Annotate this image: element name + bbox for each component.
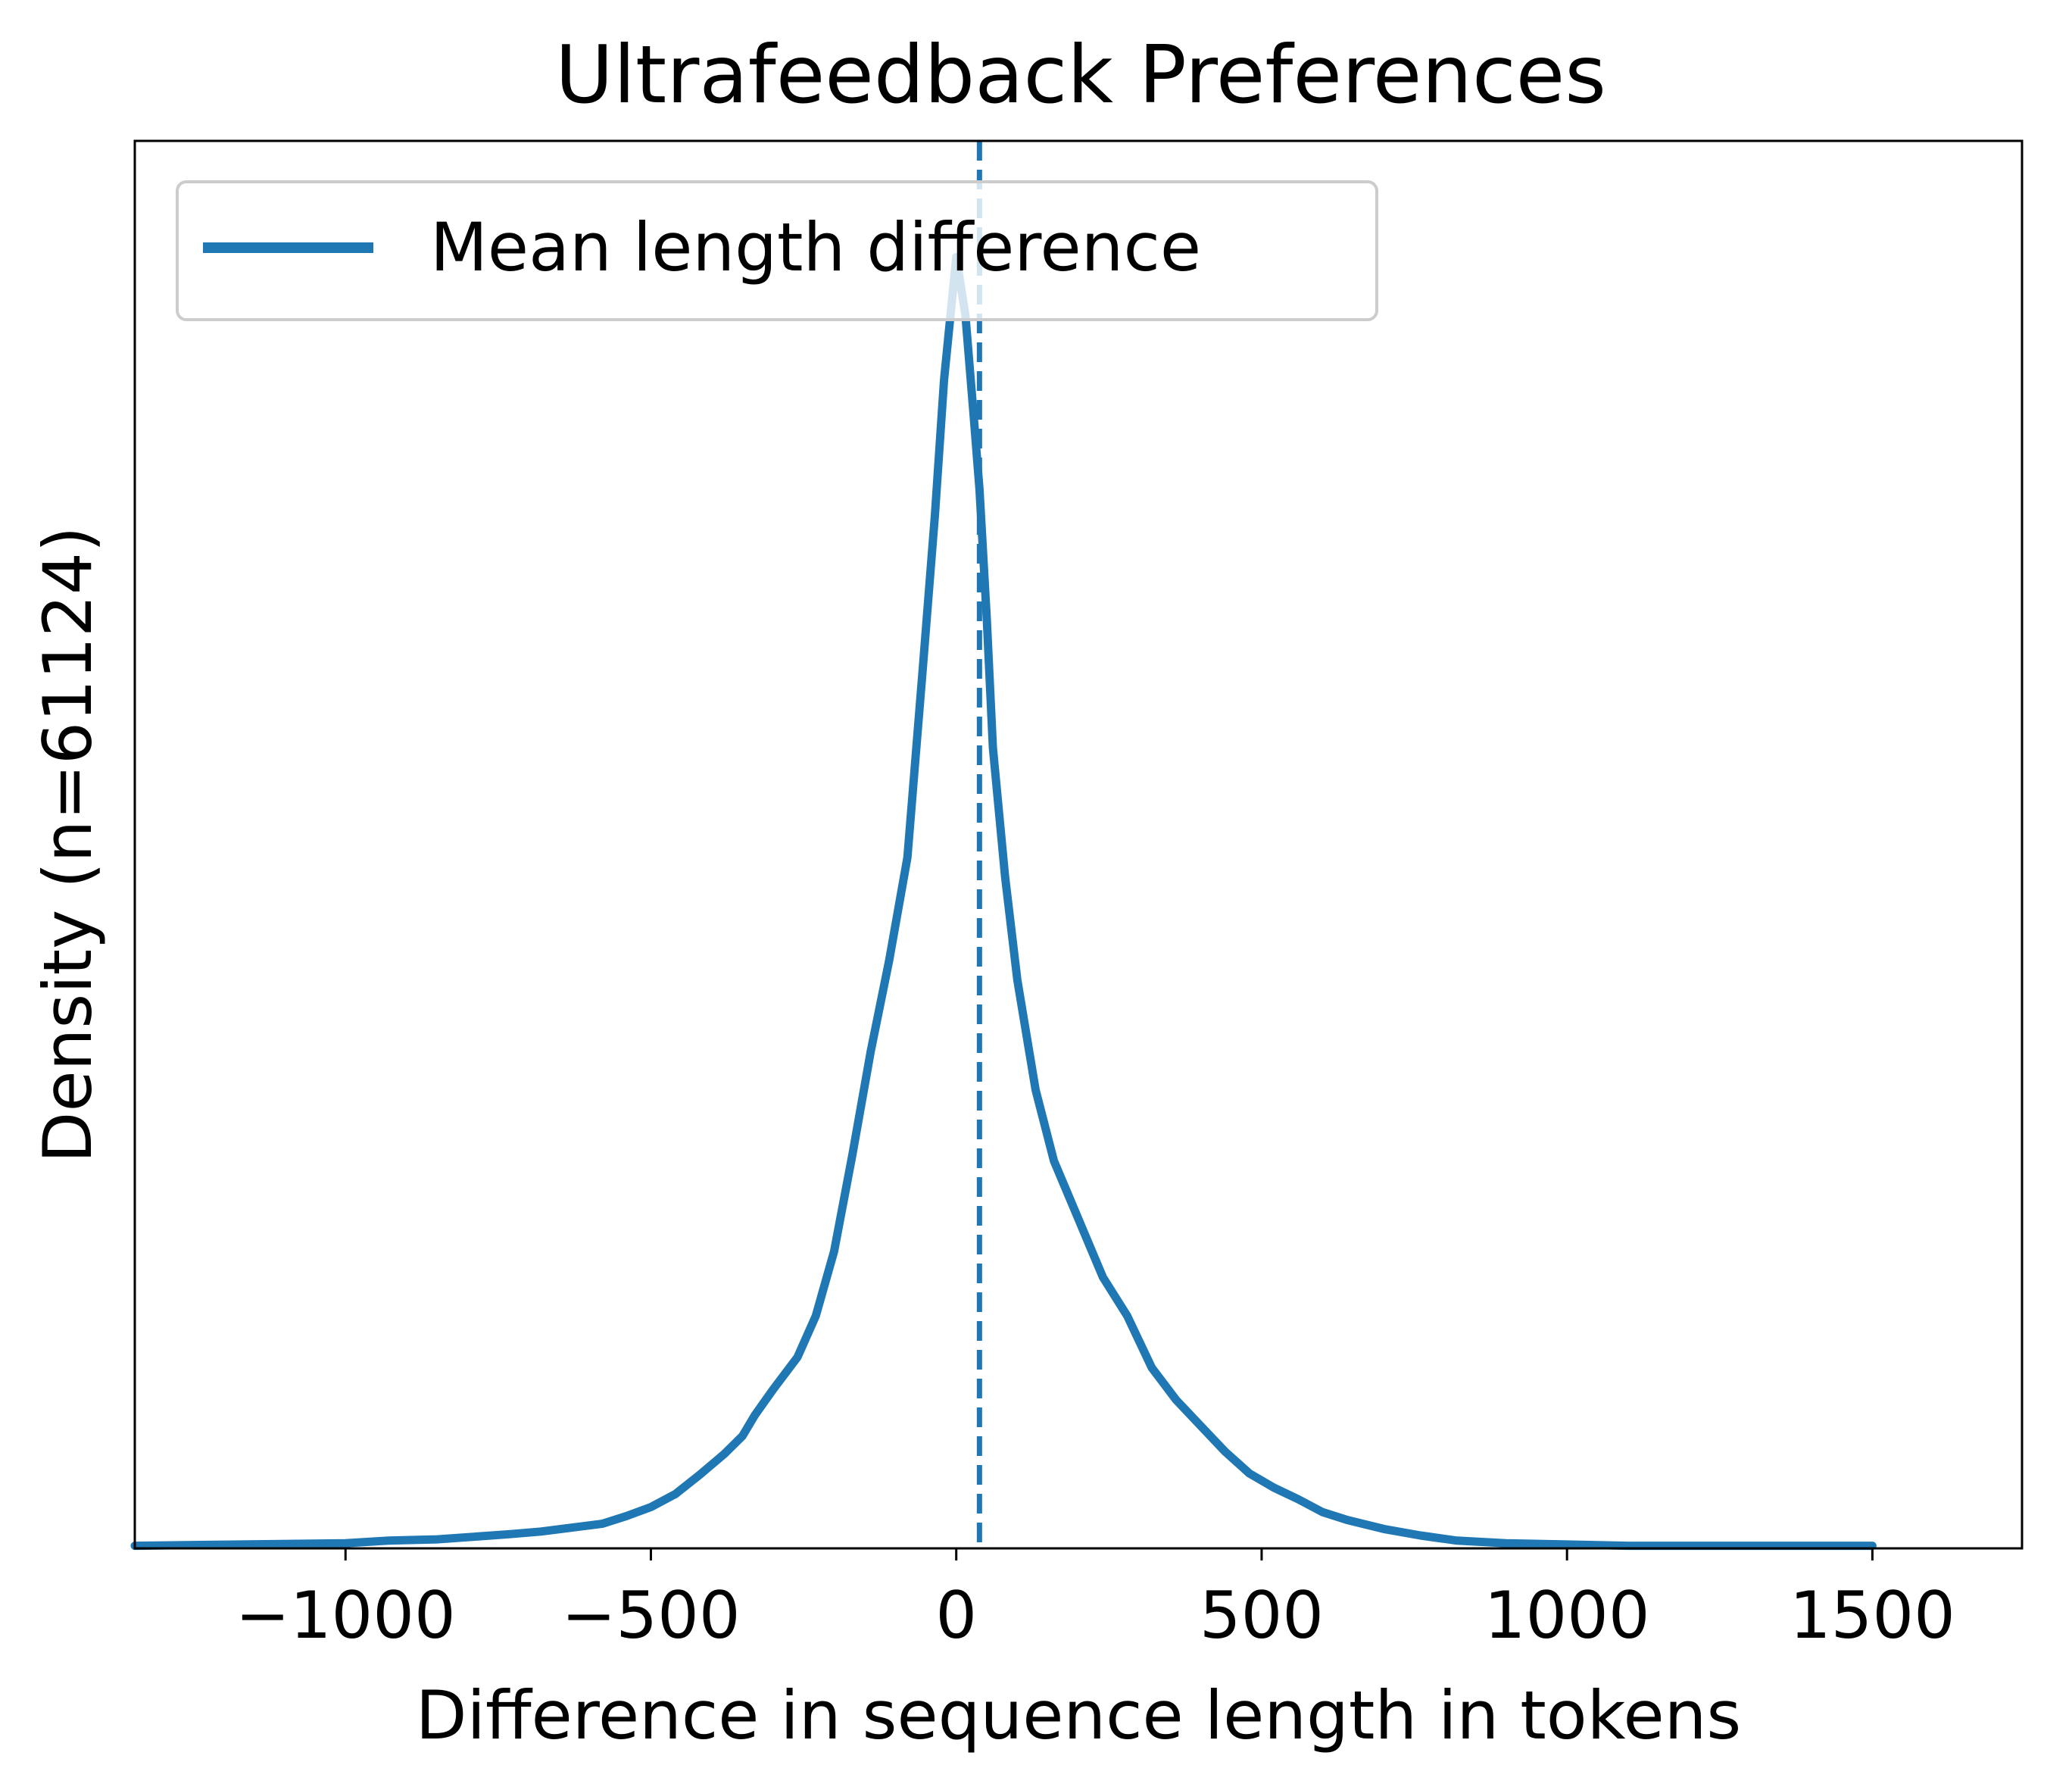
x-tick-label: 1500	[1790, 1578, 1955, 1654]
chart-title: Ultrafeedback Preferences	[555, 29, 1606, 121]
x-tick-label: −500	[561, 1578, 740, 1654]
legend: Mean length difference	[176, 180, 1378, 321]
x-tick-label: 0	[935, 1578, 977, 1654]
x-axis-label: Difference in sequence length in tokens	[416, 1676, 1741, 1754]
plot-frame	[133, 139, 2024, 1550]
legend-box	[176, 180, 1378, 321]
legend-label: Mean length difference	[430, 208, 1201, 286]
x-tick-label: 1000	[1484, 1578, 1650, 1654]
x-tick-label: 500	[1200, 1578, 1324, 1654]
density-curve	[130, 252, 1877, 1551]
y-axis-label: Density (n=61124)	[29, 526, 107, 1164]
x-tick-label: −1000	[236, 1578, 456, 1654]
